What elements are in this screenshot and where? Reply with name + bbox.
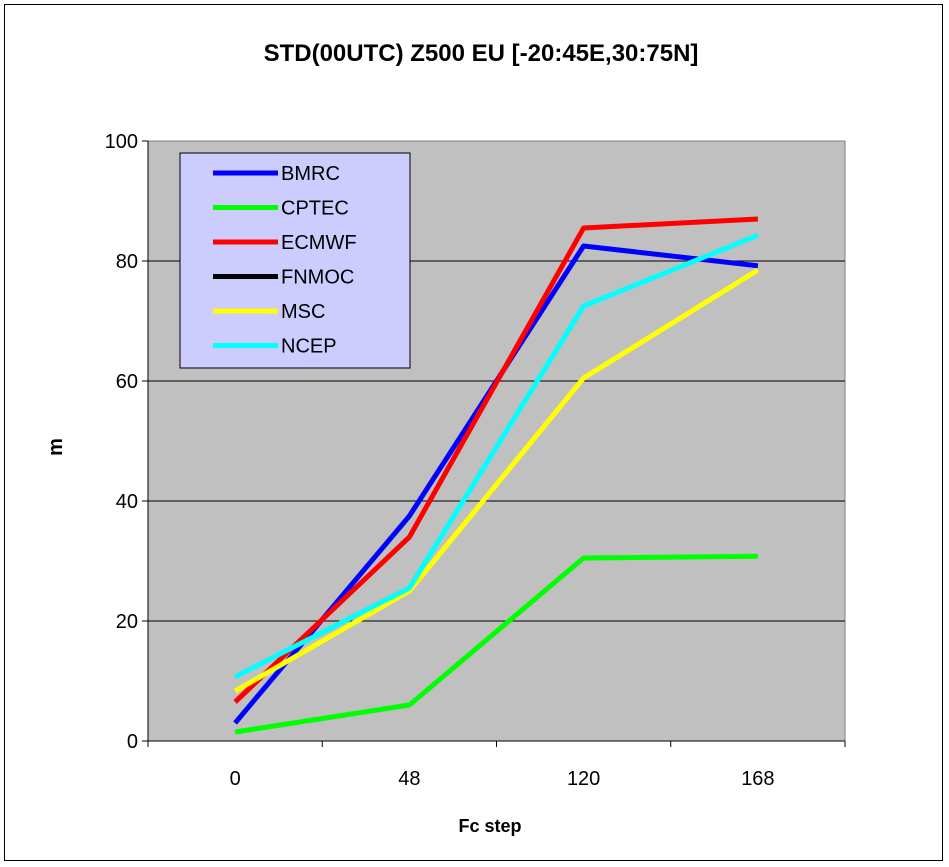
series-lines <box>233 216 760 735</box>
axes: 0 20 40 60 80 100 0 48 120 168 <box>105 131 846 790</box>
legend-label-ecmwf: ECMWF <box>281 232 357 254</box>
series-line-msc <box>233 267 760 694</box>
y-tick-label: 20 <box>116 611 138 633</box>
legend-box <box>179 152 411 369</box>
y-tick-label: 40 <box>116 491 138 513</box>
x-tick-label: 120 <box>567 768 600 790</box>
legend-label-bmrc: BMRC <box>281 163 340 185</box>
legend: BMRC CPTEC ECMWF FNMOC MSC NCEP <box>179 152 411 369</box>
series-line-ecmwf <box>233 216 759 704</box>
x-tick-label: 48 <box>398 768 420 790</box>
x-tick-label: 168 <box>741 768 774 790</box>
series-line-cptec <box>234 553 758 735</box>
legend-label-ncep: NCEP <box>281 336 337 358</box>
legend-label-msc: MSC <box>281 301 325 323</box>
x-axis-label: Fc step <box>458 816 521 836</box>
y-tick-label: 100 <box>105 131 138 153</box>
y-tick-label: 80 <box>116 251 138 273</box>
legend-label-fnmoc: FNMOC <box>281 267 354 289</box>
chart-title: STD(00UTC) Z500 EU [-20:45E,30:75N] <box>264 40 699 67</box>
x-tick-label: 0 <box>230 768 241 790</box>
y-axis-label: m <box>45 438 67 456</box>
legend-label-cptec: CPTEC <box>281 198 349 220</box>
y-tick-label: 0 <box>127 731 138 753</box>
series-line-ncep <box>233 232 759 680</box>
y-tick-label: 60 <box>116 371 138 393</box>
